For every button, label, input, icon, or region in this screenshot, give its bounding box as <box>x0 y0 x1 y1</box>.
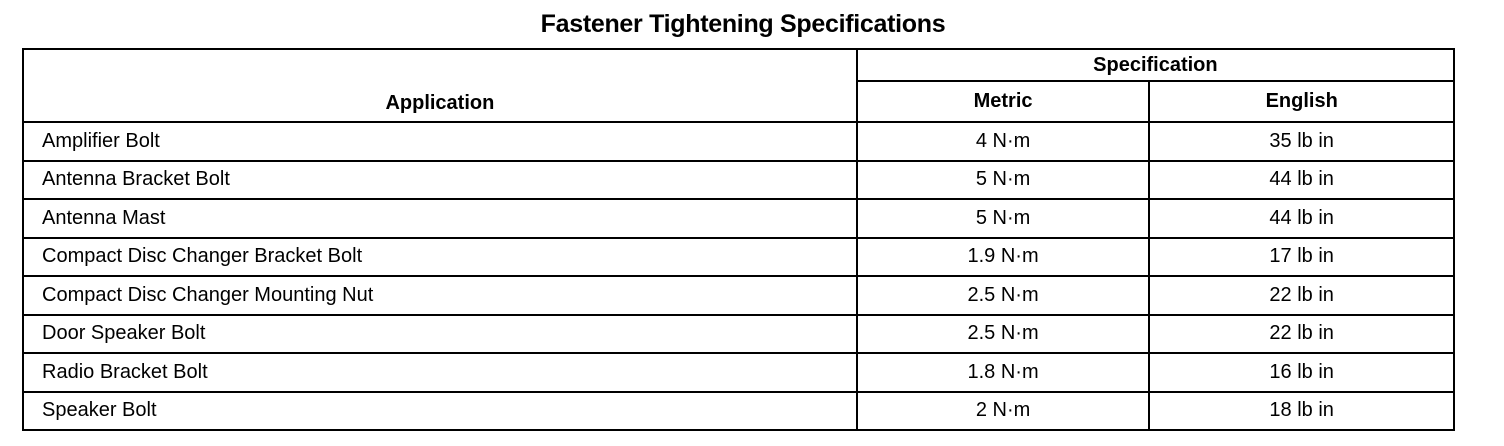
table-row: Radio Bracket Bolt 1.8 N·m 16 lb in <box>22 352 1455 393</box>
fastener-spec-table: Application Specification Metric English… <box>22 48 1456 431</box>
metric-cell: 2.5 N·m <box>855 313 1151 354</box>
english-cell: 35 lb in <box>1148 121 1455 162</box>
metric-cell: 2.5 N·m <box>855 275 1151 316</box>
application-cell: Compact Disc Changer Mounting Nut <box>22 275 858 316</box>
english-cell: 22 lb in <box>1148 313 1455 354</box>
application-cell: Speaker Bolt <box>22 390 858 431</box>
application-cell: Radio Bracket Bolt <box>22 352 858 393</box>
english-cell: 18 lb in <box>1148 390 1455 431</box>
table-row: Door Speaker Bolt 2.5 N·m 22 lb in <box>22 313 1455 354</box>
page-title: Fastener Tightening Specifications <box>540 10 946 38</box>
header-english: English <box>1148 80 1455 123</box>
english-cell: 22 lb in <box>1148 275 1455 316</box>
metric-cell: 1.8 N·m <box>855 352 1151 393</box>
english-cell: 44 lb in <box>1148 159 1455 200</box>
english-cell: 16 lb in <box>1148 352 1455 393</box>
table-row: Compact Disc Changer Mounting Nut 2.5 N·m… <box>22 275 1455 316</box>
application-cell: Antenna Bracket Bolt <box>22 159 858 200</box>
application-cell: Compact Disc Changer Bracket Bolt <box>22 236 858 277</box>
application-cell: Amplifier Bolt <box>22 121 858 162</box>
application-cell: Antenna Mast <box>22 198 858 239</box>
table-row: Antenna Mast 5 N·m 44 lb in <box>22 198 1455 239</box>
subheader-row: Metric English <box>23 80 1455 123</box>
table-row: Compact Disc Changer Bracket Bolt 1.9 N·m… <box>22 236 1455 277</box>
metric-cell: 5 N·m <box>855 159 1151 200</box>
header-row: Application Specification <box>22 48 1456 123</box>
metric-cell: 2 N·m <box>855 390 1151 431</box>
english-cell: 17 lb in <box>1148 236 1455 277</box>
table-row: Antenna Bracket Bolt 5 N·m 44 lb in <box>22 159 1455 200</box>
header-metric: Metric <box>855 80 1151 123</box>
table-row: Amplifier Bolt 4 N·m 35 lb in <box>22 121 1455 162</box>
metric-cell: 4 N·m <box>855 121 1151 162</box>
header-specification: Specification <box>855 48 1456 82</box>
application-cell: Door Speaker Bolt <box>22 313 858 354</box>
metric-cell: 5 N·m <box>855 198 1151 239</box>
table-row: Speaker Bolt 2 N·m 18 lb in <box>22 390 1455 431</box>
header-application: Application <box>22 48 858 123</box>
english-cell: 44 lb in <box>1148 198 1455 239</box>
metric-cell: 1.9 N·m <box>855 236 1151 277</box>
